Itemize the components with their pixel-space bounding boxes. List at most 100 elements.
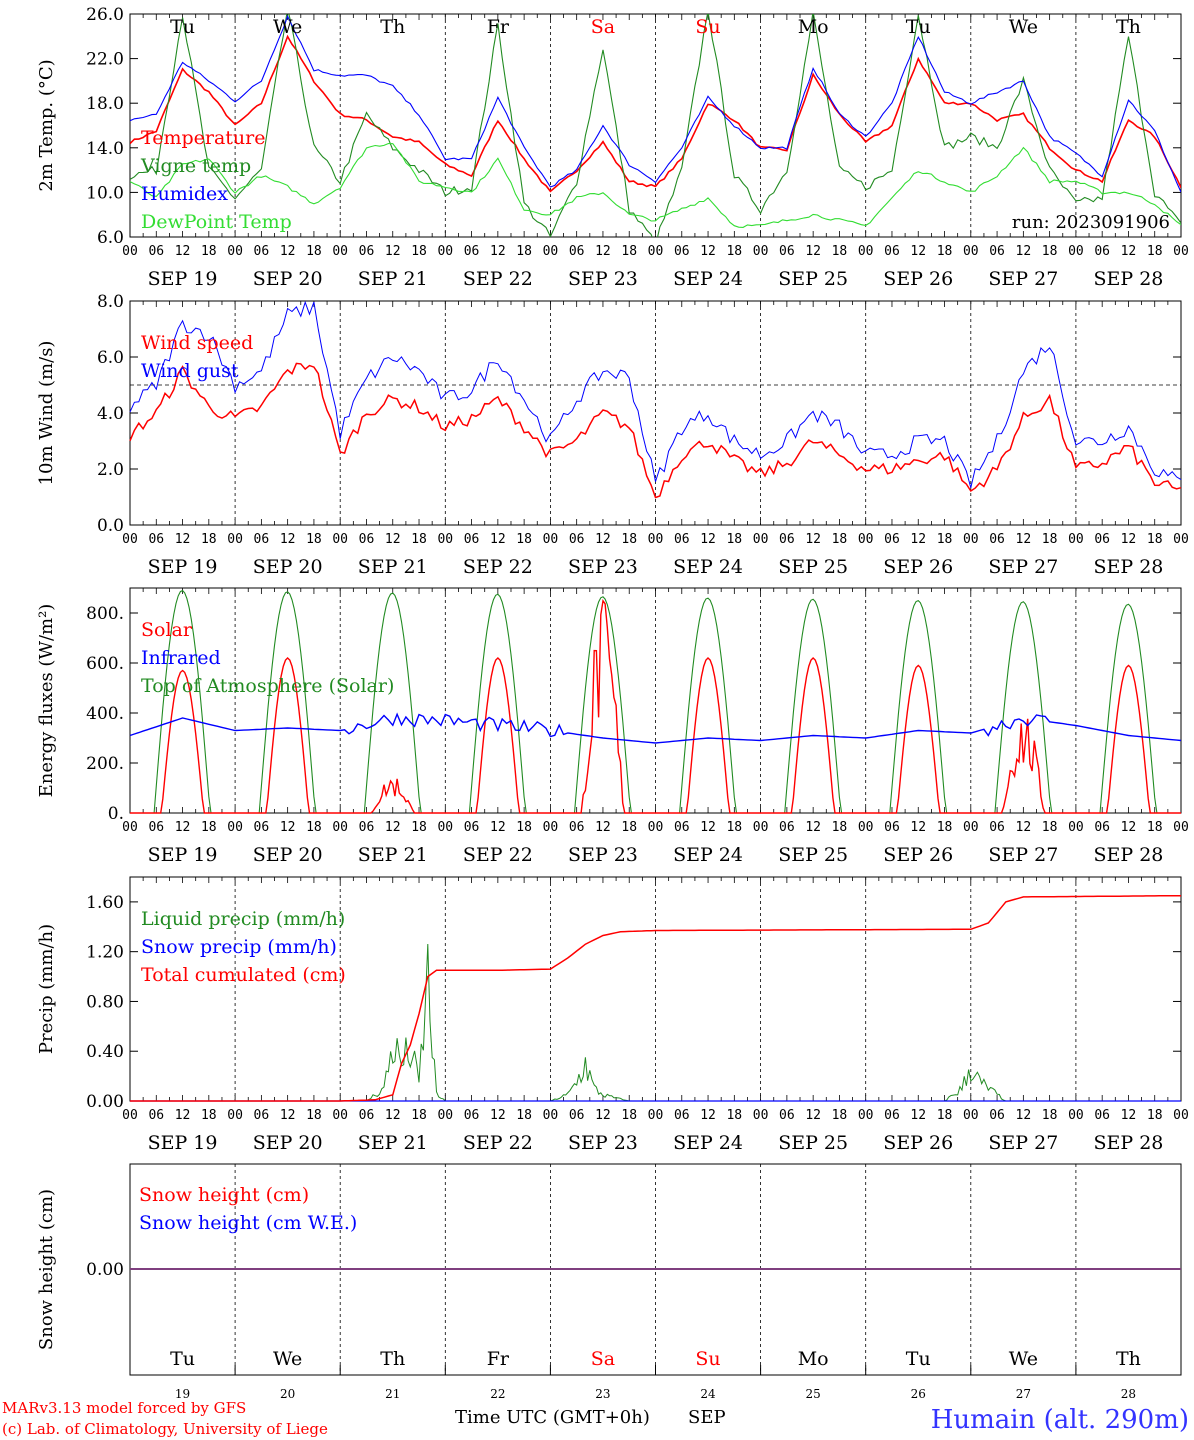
day-number-label: 22 [490,1387,505,1401]
hour-tick-label: 06 [569,532,585,547]
hour-tick-label: 12 [1016,532,1032,547]
weekday-label: Th [1116,16,1141,38]
hour-tick-label: 12 [700,820,716,835]
weekday-label: Th [1116,1348,1141,1370]
weekday-label: Tu [906,1348,931,1370]
hour-tick-label: 00 [1068,532,1084,547]
panel-5: 0.00 Snow height (cm) Snow height (cm) Snow… [36,1163,1182,1401]
hour-tick-label: 00 [122,820,138,835]
day-number-label: 27 [1016,1387,1031,1401]
date-label: SEP 24 [673,268,743,290]
hour-tick-label: 00 [648,244,664,259]
hour-tick-label: 12 [805,820,821,835]
hour-tick-label: 06 [464,244,480,259]
date-label: SEP 27 [988,1132,1058,1154]
hour-tick-label: 06 [359,532,375,547]
hour-tick-label: 00 [437,244,453,259]
hour-tick-label: 18 [726,244,742,259]
hour-tick-label: 12 [700,1108,716,1123]
hour-tick-label: 00 [753,532,769,547]
hour-tick-label: 18 [516,244,532,259]
hour-tick-label: 00 [332,244,348,259]
hour-tick-label: 06 [254,820,270,835]
hour-tick-label: 18 [1147,1108,1163,1123]
hour-tick-label: 12 [1121,532,1137,547]
hour-tick-label: 06 [779,1108,795,1123]
hour-tick-label: 12 [1016,244,1032,259]
solar-line [130,598,1181,814]
panel-1: 00 06 12 18 SEP 19 00 06 12 18 SEP 20 00 06 12 18 SEP … [36,5,1189,290]
hour-tick-label: 12 [910,244,926,259]
weekday-label: Tu [170,1348,195,1370]
hour-tick-label: 18 [306,1108,322,1123]
y-axis-title: 10m Wind (m/s) [36,341,57,486]
hour-tick-label: 06 [569,820,585,835]
hour-tick-label: 18 [1042,532,1058,547]
hour-tick-label: 18 [937,820,953,835]
weekday-label: Mo [798,16,829,38]
hour-tick-label: 06 [674,1108,690,1123]
day-number-label: 20 [280,1387,295,1401]
hour-tick-label: 18 [411,820,427,835]
hour-tick-label: 00 [648,820,664,835]
hour-tick-label: 06 [884,1108,900,1123]
weekday-label: Fr [487,1348,510,1370]
y-tick-label: 1.20 [86,943,124,963]
hour-tick-label: 18 [411,244,427,259]
hour-tick-label: 12 [175,820,191,835]
hour-tick-label: 06 [1094,532,1110,547]
y-tick-label: 6.0 [97,228,124,248]
hour-tick-label: 12 [385,820,401,835]
weekday-label: We [273,16,302,38]
legend-entry: Top of Atmosphere (Solar) [141,675,394,697]
hour-tick-label: 12 [805,532,821,547]
y-axis-title: Snow height (cm) [36,1189,57,1350]
hour-tick-label: 06 [779,820,795,835]
hour-tick-label: 00 [858,820,874,835]
y-tick-label: 400. [86,704,124,724]
legend-entry: Humidex [141,183,228,205]
date-label: SEP 25 [778,844,848,866]
hour-tick-label: 00 [227,1108,243,1123]
weekday-label: Th [380,1348,405,1370]
panel-frame [129,13,1182,238]
hour-tick-label: 12 [910,820,926,835]
hour-tick-label: 00 [437,1108,453,1123]
date-label: SEP 25 [778,556,848,578]
hour-tick-label: 18 [937,532,953,547]
dewpoint-line [130,142,1181,228]
hour-tick-label: 18 [411,1108,427,1123]
hour-tick-label: 00 [543,244,559,259]
date-label: SEP 21 [358,844,428,866]
date-label: SEP 19 [148,844,218,866]
y-tick-label: 26.0 [86,5,124,25]
hour-tick-label: 06 [674,820,690,835]
hour-tick-label: 12 [910,1108,926,1123]
hour-tick-label: 18 [621,1108,637,1123]
hour-tick-label: 12 [1121,244,1137,259]
hour-tick-label: 18 [201,532,217,547]
hour-tick-label: 00 [122,244,138,259]
hour-tick-label: 06 [464,1108,480,1123]
hour-tick-label: 06 [464,820,480,835]
hour-tick-label: 06 [148,1108,164,1123]
hour-tick-label: 18 [621,244,637,259]
hour-tick-label: 12 [280,820,296,835]
hour-tick-label: 12 [1121,820,1137,835]
hour-tick-label: 06 [254,1108,270,1123]
day-number-label: 28 [1121,1387,1136,1401]
hour-tick-label: 06 [569,244,585,259]
date-label: SEP 24 [673,556,743,578]
y-axis-title: 2m Temp. (°C) [36,59,57,191]
y-tick-label: 0.00 [86,1260,124,1280]
hour-tick-label: 00 [1068,820,1084,835]
weekday-label: Mo [798,1348,829,1370]
y-tick-label: 600. [86,654,124,674]
weekday-label: Tu [170,16,195,38]
y-tick-label: 22.0 [86,50,124,70]
hour-tick-label: 06 [674,532,690,547]
wind-speed-line [129,362,1182,499]
date-label: SEP 22 [463,844,533,866]
y-tick-label: 14.0 [86,139,124,159]
date-label: SEP 27 [988,556,1058,578]
